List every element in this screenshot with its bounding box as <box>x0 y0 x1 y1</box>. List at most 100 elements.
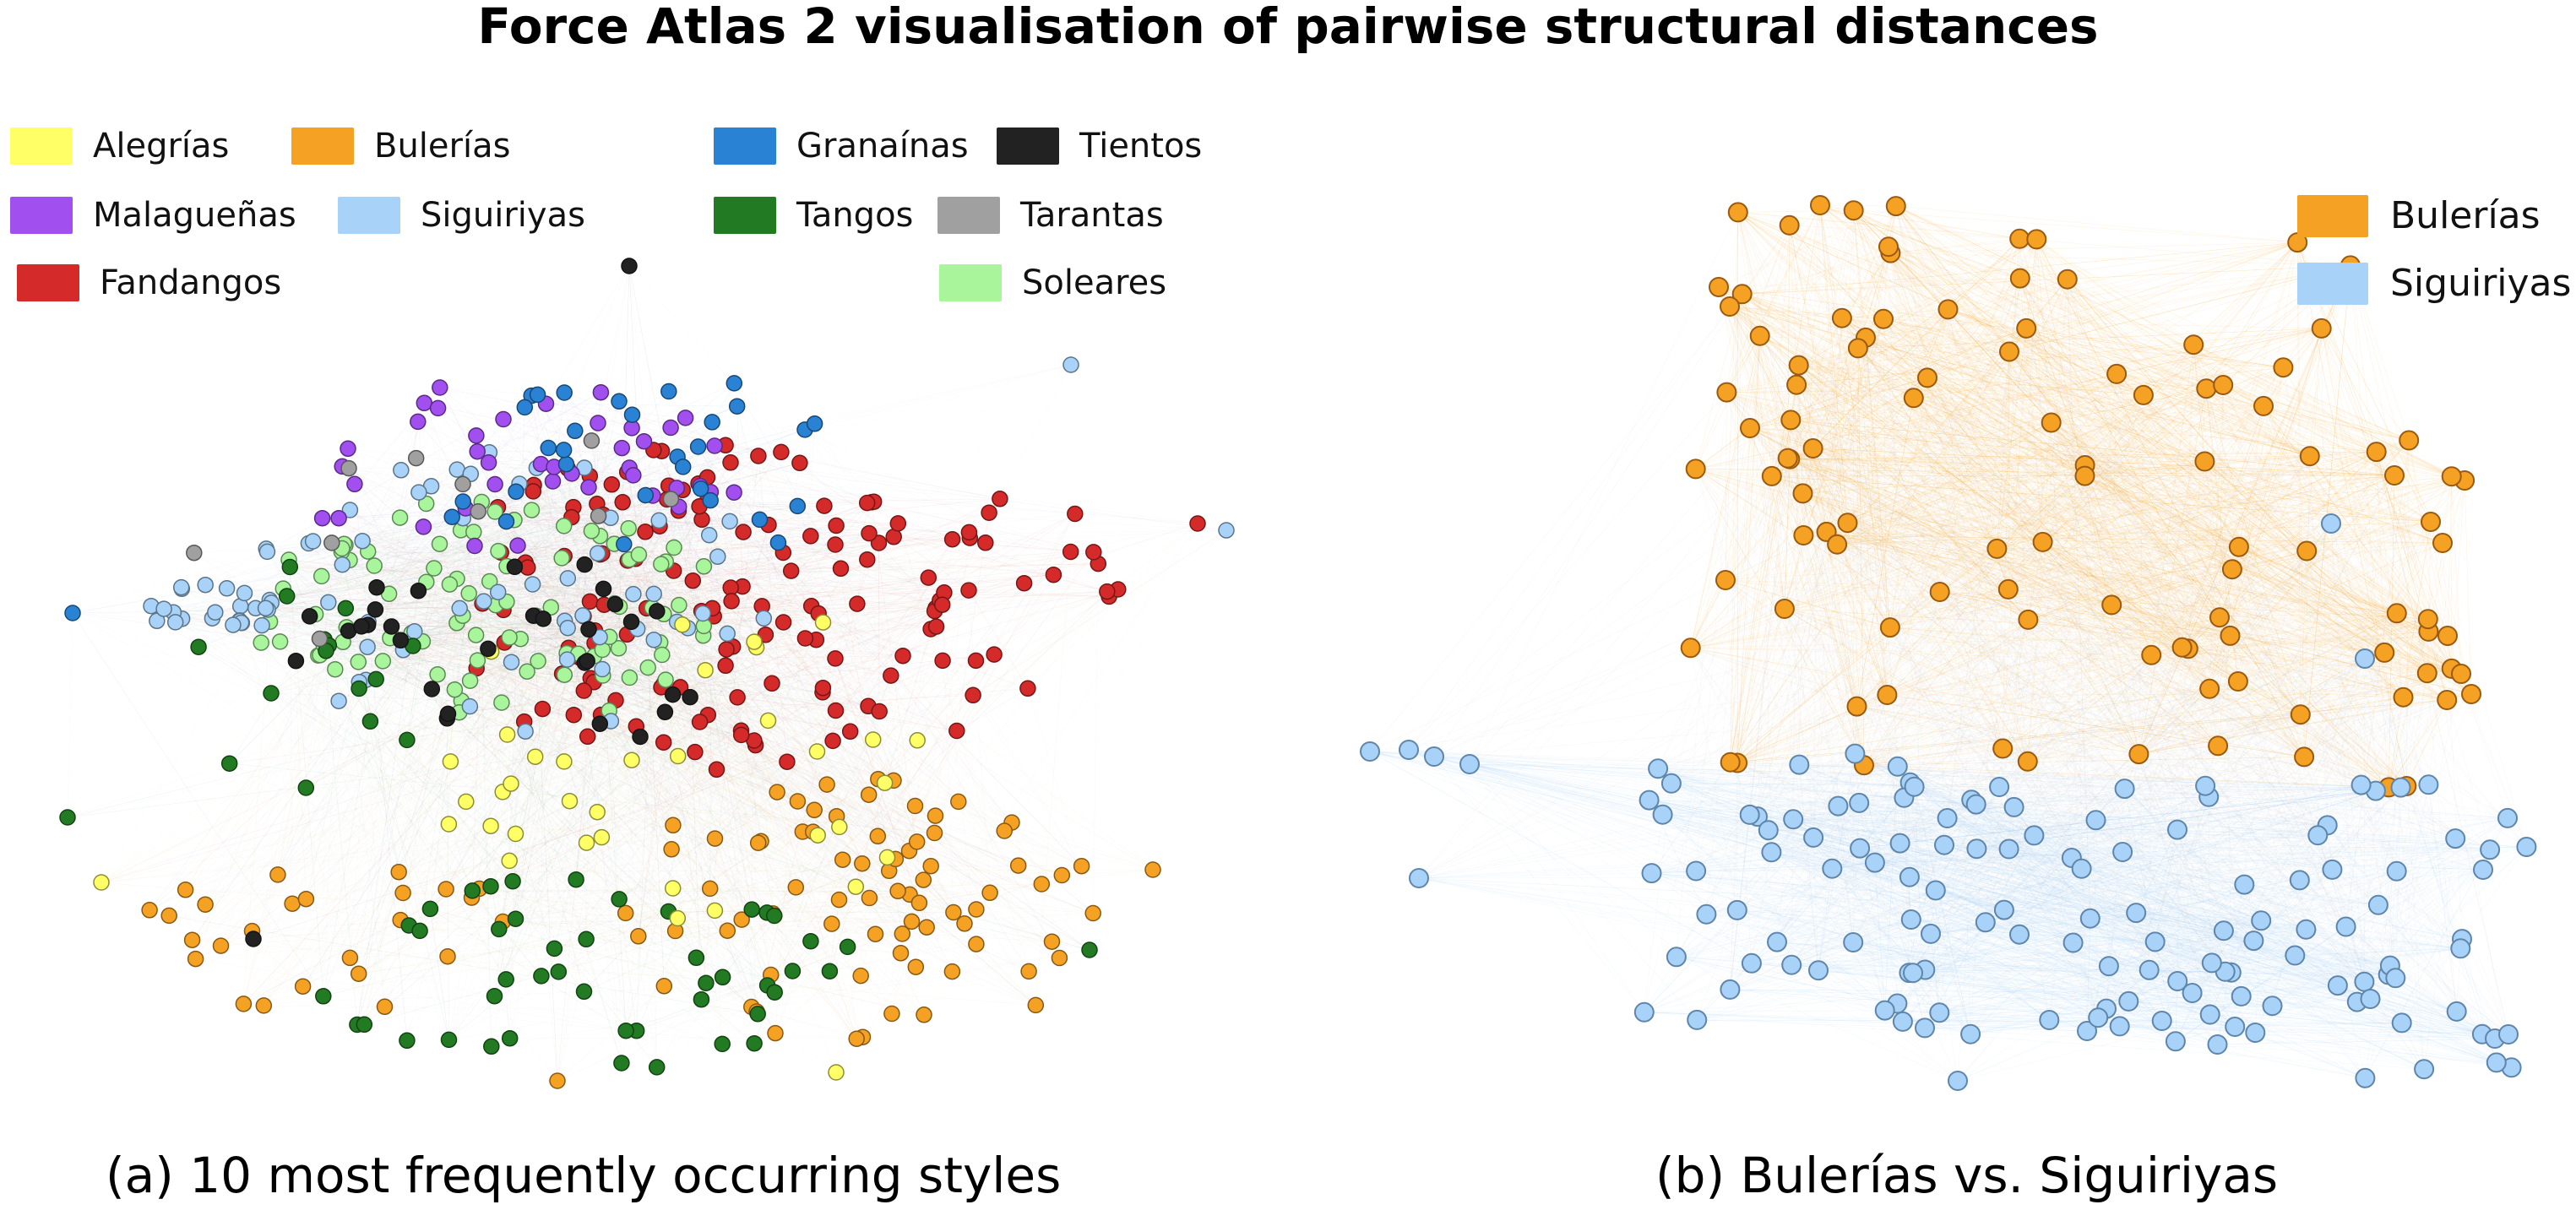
node-siguiriyas <box>1641 863 1662 884</box>
node-bulerias <box>655 978 673 995</box>
node-siguiriyas <box>2077 1021 2097 1041</box>
node-alegrias <box>664 880 682 897</box>
node-bulerias <box>376 998 394 1016</box>
legend-item-bulerias: Bulerías <box>291 127 510 165</box>
legend-swatch <box>291 128 354 165</box>
node-siguiriyas <box>1850 838 1871 859</box>
legend-swatch <box>10 128 73 165</box>
node-siguiriyas <box>2009 924 2030 945</box>
node-bulerias <box>910 894 928 912</box>
node-tarantas <box>311 630 329 648</box>
node-siguiriyas <box>2350 774 2372 795</box>
node-siguiriyas <box>1648 758 1669 779</box>
node-bulerias <box>2290 704 2311 725</box>
node-siguiriyas <box>503 654 520 670</box>
node-siguiriyas <box>2354 971 2375 992</box>
node-siguiriyas <box>559 619 576 637</box>
legend-label: Soleares <box>1022 263 1167 302</box>
node-bulerias <box>2101 594 2122 616</box>
node-bulerias <box>665 817 682 834</box>
node-bulerias <box>2227 671 2248 692</box>
node-tangos <box>714 969 731 986</box>
legend-swatch <box>997 128 1059 165</box>
node-siguiriyas <box>2079 908 2100 929</box>
node-granainas <box>454 493 471 510</box>
node-bulerias <box>1051 949 1068 967</box>
node-fandangos <box>859 551 876 568</box>
node-tangos <box>504 872 521 890</box>
node-bulerias <box>2199 678 2220 699</box>
node-siguiriyas <box>2199 1004 2220 1025</box>
node-granainas <box>660 383 677 400</box>
node-siguiriyas <box>354 532 371 550</box>
node-siguiriyas <box>257 600 274 617</box>
node-malaguenas <box>410 413 427 431</box>
node-fandangos <box>764 675 780 692</box>
node-siguiriyas <box>2062 932 2084 953</box>
node-soleares <box>391 509 409 526</box>
node-tangos <box>568 871 584 888</box>
node-fandangos <box>717 657 734 675</box>
legend-label: Tangos <box>796 196 914 235</box>
node-bulerias <box>2183 334 2204 355</box>
node-bulerias <box>2461 684 2481 704</box>
node-bulerias <box>2208 735 2229 757</box>
node-malaguenas <box>330 509 347 527</box>
node-fandangos <box>977 534 994 551</box>
legend-swatch <box>939 264 1002 301</box>
node-bulerias <box>617 904 634 922</box>
node-alegrias <box>440 816 458 833</box>
node-tangos <box>714 1035 731 1053</box>
node-malaguenas <box>580 479 597 496</box>
node-siguiriyas <box>1687 1009 1708 1030</box>
node-bulerias <box>212 937 230 954</box>
node-fandangos <box>920 569 937 586</box>
node-bulerias <box>1986 538 2008 559</box>
node-tangos <box>501 1029 519 1047</box>
node-siguiriyas <box>2296 919 2317 940</box>
node-tangos <box>297 779 315 796</box>
node-bulerias <box>2294 746 2315 768</box>
node-siguiriyas <box>719 625 736 643</box>
node-fandangos <box>841 723 859 741</box>
node-siguiriyas <box>2473 860 2493 880</box>
node-bulerias <box>2009 268 2030 289</box>
node-bulerias <box>2386 603 2407 624</box>
node-soleares <box>312 567 330 585</box>
node-tangos <box>351 680 367 697</box>
node-bulerias <box>889 882 906 900</box>
node-tangos <box>278 588 296 605</box>
legend-swatch <box>2297 262 2368 305</box>
node-bulerias <box>2273 357 2294 378</box>
node-granainas <box>806 415 823 432</box>
node-malaguenas <box>495 410 512 428</box>
node-siguiriyas <box>1639 789 1660 811</box>
node-alegrias <box>876 774 894 791</box>
node-soleares <box>523 502 541 518</box>
node-tientos <box>580 621 597 638</box>
node-fandangos <box>581 593 599 610</box>
node-bulerias <box>549 1072 566 1089</box>
node-soleares <box>366 557 383 574</box>
node-bulerias <box>2074 465 2095 486</box>
node-bulerias <box>394 884 411 902</box>
node-fandangos <box>655 734 672 751</box>
legend-swatch <box>714 128 776 165</box>
node-bulerias <box>1731 284 1753 305</box>
node-bulerias <box>1792 483 1813 504</box>
node-fandangos <box>687 743 704 761</box>
node-bulerias <box>2393 686 2414 708</box>
node-bulerias <box>1020 963 1037 980</box>
node-granainas <box>674 458 692 475</box>
node-tientos <box>439 705 457 723</box>
node-bulerias <box>2018 609 2039 630</box>
node-tangos <box>281 558 299 576</box>
node-siguiriyas <box>2144 931 2166 952</box>
legend-label: Malagueñas <box>93 196 296 235</box>
legend-item-granainas: Granaínas <box>714 127 969 165</box>
node-fandangos <box>534 700 552 718</box>
node-bulerias <box>2437 690 2458 710</box>
node-bulerias <box>1879 617 1900 638</box>
node-bulerias <box>1831 307 1852 328</box>
legend-item-fandangos: Fandangos <box>17 263 281 302</box>
